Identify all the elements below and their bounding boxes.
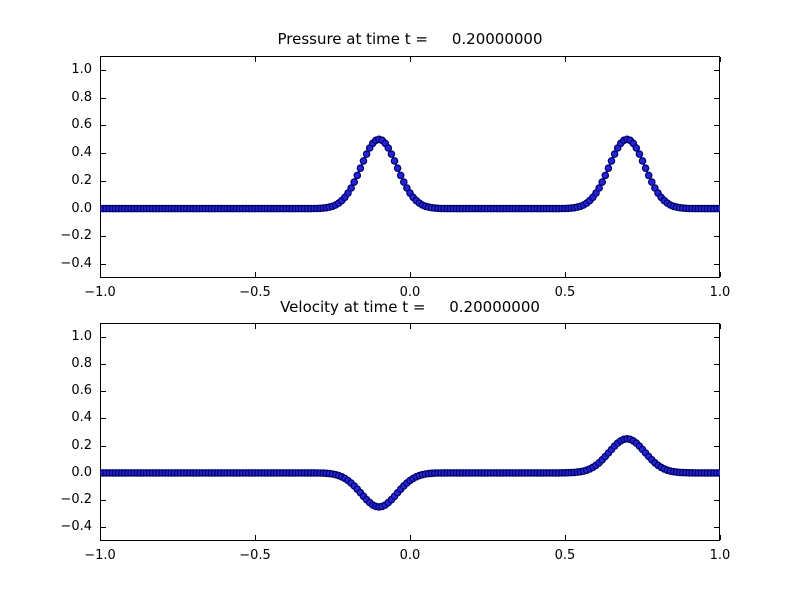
y-tick-label: −0.2 bbox=[60, 228, 92, 244]
axes-frame bbox=[100, 56, 720, 278]
y-tick-label: 0.4 bbox=[71, 410, 92, 426]
pressure-series bbox=[100, 135, 720, 213]
pressure-marker bbox=[390, 157, 399, 165]
pressure-marker bbox=[635, 150, 644, 158]
x-tick-label: −1.0 bbox=[84, 548, 116, 563]
y-tick-label: 0.8 bbox=[71, 355, 92, 371]
x-tick-label: 1.0 bbox=[709, 548, 731, 563]
y-tick-label: −0.2 bbox=[60, 492, 92, 508]
y-tick-label: 0.6 bbox=[71, 383, 92, 399]
pressure-marker bbox=[647, 178, 656, 186]
pressure-marker bbox=[632, 144, 641, 152]
pressure-marker bbox=[356, 164, 365, 173]
chart-title-velocity: Velocity at time t = 0.20000000 bbox=[280, 298, 540, 316]
pressure-marker bbox=[399, 178, 408, 186]
x-tick-label: 0.5 bbox=[554, 285, 576, 300]
pressure-marker bbox=[359, 157, 368, 165]
chart-title-pressure: Pressure at time t = 0.20000000 bbox=[277, 30, 543, 48]
pressure-marker bbox=[362, 150, 371, 158]
pressure-marker bbox=[610, 150, 619, 158]
pressure-marker bbox=[598, 178, 607, 186]
pressure-marker bbox=[595, 184, 603, 192]
pressure-marker bbox=[638, 157, 647, 165]
x-tick-label: 0.0 bbox=[399, 548, 421, 563]
pressure-marker bbox=[347, 184, 355, 192]
pressure-marker bbox=[396, 171, 405, 180]
x-tick-label: 0.0 bbox=[399, 285, 421, 300]
x-tick-label: 1.0 bbox=[709, 285, 731, 300]
x-tick-label: −0.5 bbox=[239, 285, 271, 300]
y-tick-label: 0.2 bbox=[71, 172, 92, 188]
y-tick-label: −0.4 bbox=[60, 256, 92, 272]
y-tick-label: −0.4 bbox=[60, 519, 92, 535]
y-tick-label: 0.2 bbox=[71, 437, 92, 453]
pressure-marker bbox=[604, 164, 613, 173]
pressure-marker bbox=[384, 144, 393, 152]
axes-frame bbox=[100, 323, 720, 541]
pressure-marker bbox=[716, 204, 720, 213]
pressure-marker bbox=[387, 150, 396, 158]
velocity-marker bbox=[716, 469, 720, 477]
y-tick-label: 0.0 bbox=[71, 200, 92, 216]
pressure-marker bbox=[393, 164, 402, 173]
x-tick-label: 0.5 bbox=[554, 548, 576, 563]
pressure-marker bbox=[607, 157, 616, 165]
y-tick-label: 1.0 bbox=[71, 328, 92, 344]
pressure-marker bbox=[601, 171, 610, 180]
y-tick-label: 0.0 bbox=[71, 464, 92, 480]
y-tick-label: 0.8 bbox=[71, 89, 92, 105]
pressure-marker bbox=[641, 164, 650, 173]
x-tick-label: −0.5 bbox=[239, 548, 271, 563]
y-tick-label: 1.0 bbox=[71, 61, 92, 77]
velocity-series bbox=[100, 434, 720, 511]
x-tick-label: −1.0 bbox=[84, 285, 116, 300]
pressure-marker bbox=[353, 171, 362, 180]
y-tick-label: 0.6 bbox=[71, 117, 92, 133]
pressure-marker bbox=[644, 171, 653, 180]
pressure-marker bbox=[350, 178, 359, 186]
y-tick-label: 0.4 bbox=[71, 145, 92, 161]
